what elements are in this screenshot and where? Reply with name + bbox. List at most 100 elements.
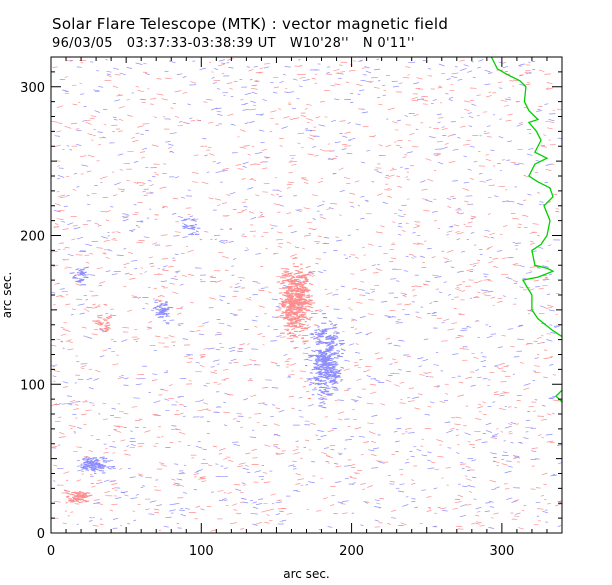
noise-vector — [276, 231, 283, 234]
noise-vector — [354, 180, 360, 183]
negative-field-vector — [321, 361, 327, 364]
noise-vector — [66, 395, 72, 397]
noise-vector — [210, 371, 217, 374]
noise-vector — [233, 443, 241, 447]
noise-vector — [299, 416, 304, 418]
noise-vector — [510, 161, 517, 164]
noise-vector — [514, 515, 520, 518]
noise-vector — [86, 310, 90, 312]
noise-vector — [446, 234, 449, 236]
noise-vector — [330, 84, 336, 87]
noise-vector — [537, 341, 544, 345]
noise-vector — [184, 355, 190, 358]
negative-field-vector — [160, 303, 167, 305]
noise-vector — [105, 219, 110, 221]
negative-field-vector — [318, 342, 323, 345]
noise-vector — [264, 62, 271, 65]
negative-field-vector — [83, 467, 87, 470]
noise-vector — [160, 295, 165, 297]
noise-vector — [333, 68, 340, 72]
noise-vector — [492, 435, 498, 437]
positive-field-vector — [303, 301, 309, 304]
noise-vector — [112, 467, 117, 470]
noise-vector — [296, 73, 301, 76]
noise-vector — [199, 238, 203, 241]
noise-vector — [502, 65, 509, 69]
noise-vector — [302, 352, 309, 354]
noise-vector — [436, 152, 442, 155]
noise-vector — [93, 378, 99, 381]
noise-vector — [507, 328, 514, 330]
noise-vector — [356, 84, 363, 86]
noise-vector — [271, 387, 279, 389]
noise-vector — [351, 318, 358, 321]
negative-field-vector — [320, 332, 325, 335]
noise-vector — [437, 161, 444, 165]
negative-field-vector — [325, 375, 332, 378]
noise-vector — [361, 111, 369, 114]
noise-vector — [359, 59, 363, 61]
noise-vector — [171, 478, 176, 481]
noise-vector — [494, 391, 499, 393]
negative-field-vector — [185, 218, 191, 220]
noise-vector — [303, 358, 308, 361]
noise-vector — [393, 344, 401, 347]
noise-vector — [80, 365, 87, 368]
noise-vector — [252, 281, 259, 283]
noise-vector — [104, 447, 108, 450]
positive-field-vector — [295, 269, 300, 272]
noise-vector — [111, 483, 118, 485]
negative-field-vector — [183, 223, 188, 226]
noise-vector — [85, 121, 92, 125]
noise-vector — [471, 522, 476, 525]
positive-field-vector — [304, 327, 309, 329]
noise-vector — [493, 512, 499, 515]
noise-vector — [355, 332, 362, 335]
noise-vector — [89, 402, 94, 404]
noise-vector — [361, 67, 366, 69]
positive-field-vector — [107, 316, 113, 320]
noise-vector — [352, 482, 356, 484]
noise-vector — [488, 91, 492, 94]
noise-vector — [119, 169, 124, 171]
negative-field-vector — [322, 364, 328, 367]
noise-vector — [449, 195, 455, 198]
negative-field-vector — [84, 276, 88, 279]
noise-vector — [174, 270, 181, 273]
noise-vector — [456, 452, 460, 454]
noise-vector — [182, 76, 187, 78]
noise-vector — [75, 283, 82, 286]
noise-vector — [450, 75, 458, 79]
noise-vector — [279, 80, 284, 84]
positive-field-vector — [286, 332, 292, 335]
noise-vector — [473, 356, 479, 359]
negative-field-vector — [86, 458, 93, 462]
noise-vector — [133, 161, 139, 163]
noise-vector — [96, 267, 103, 270]
negative-field-vector — [326, 363, 330, 365]
noise-vector — [281, 126, 288, 129]
noise-vector — [176, 409, 179, 412]
negative-field-vector — [326, 378, 330, 380]
positive-field-vector — [294, 279, 298, 281]
noise-vector — [202, 448, 207, 451]
noise-vector — [161, 285, 165, 287]
noise-vector — [459, 347, 465, 350]
noise-vector — [433, 385, 440, 388]
noise-vector — [53, 380, 56, 382]
noise-vector — [298, 65, 303, 67]
noise-vector — [204, 154, 208, 157]
noise-vector — [380, 403, 386, 406]
x-tick-label: 300 — [489, 544, 514, 559]
noise-vector — [441, 126, 445, 128]
negative-field-vector — [308, 383, 312, 386]
noise-vector — [471, 459, 477, 462]
noise-vector — [144, 302, 149, 305]
positive-field-vector — [300, 290, 306, 293]
noise-vector — [106, 74, 112, 78]
noise-vector — [488, 261, 494, 264]
noise-vector — [120, 374, 125, 377]
noise-vector — [312, 228, 318, 231]
noise-vector — [119, 72, 126, 76]
